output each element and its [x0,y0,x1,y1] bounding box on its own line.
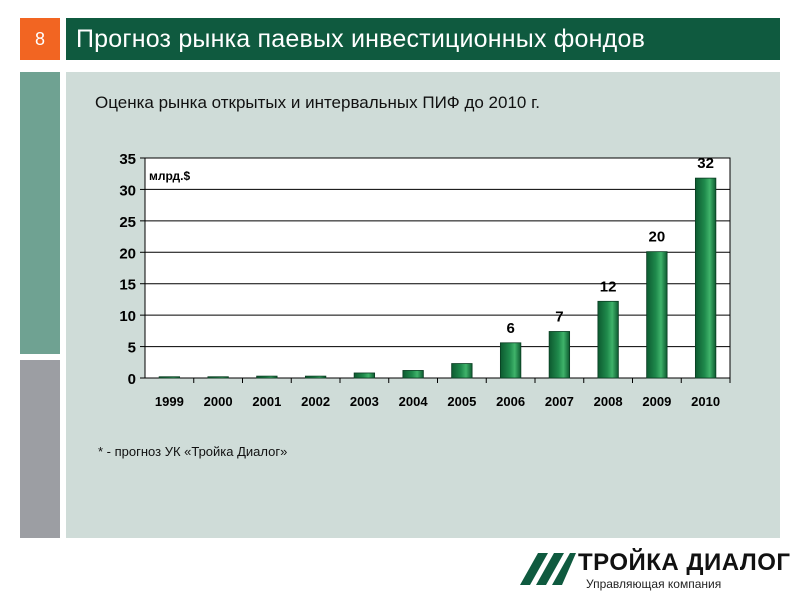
bar [597,300,619,379]
x-tick-label: 2006 [496,394,525,409]
data-label: 6 [506,320,514,337]
y-tick-label: 30 [119,182,136,199]
side-accent-gray [20,360,60,538]
x-tick-label: 2004 [399,394,429,409]
x-tick-label: 2008 [594,394,623,409]
bar [694,177,717,379]
logo-tagline: Управляющая компания [586,577,722,591]
x-tick-label: 2001 [252,394,281,409]
page-number: 8 [34,28,45,49]
x-tick-label: 1999 [155,394,184,409]
y-tick-label: 15 [119,277,136,294]
bar [158,376,181,379]
bar [353,372,376,379]
plot-area [144,157,731,379]
y-tick-label: 10 [119,308,136,325]
y-tick-label: 0 [128,371,136,388]
y-tick-label: 25 [119,214,136,231]
bar [402,370,424,379]
data-label: 7 [555,308,563,325]
x-tick-label: 2005 [447,394,476,409]
data-label: 12 [600,278,617,295]
x-tick-label: 2002 [301,394,330,409]
side-accent-green [20,72,60,354]
x-tick-label: 2007 [545,394,574,409]
page-title: Прогноз рынка паевых инвестиционных фонд… [76,24,646,53]
page-number-badge: 8 [20,18,60,60]
y-axis-label: млрд.$ [149,169,190,183]
chart-subtitle: Оценка рынка открытых и интервальных ПИФ… [95,93,540,112]
y-tick-label: 35 [119,151,136,168]
logo-name: ТРОЙКА ДИАЛОГ [578,549,791,576]
bar [548,331,571,379]
data-label: 32 [697,155,714,172]
bar [451,363,473,379]
bar [207,376,229,379]
bar [646,251,668,379]
title-bar: Прогноз рынка паевых инвестиционных фонд… [66,18,780,60]
data-label: 20 [649,229,666,246]
x-tick-label: 2000 [204,394,233,409]
logo-mark-icon [520,553,576,585]
x-tick-label: 2003 [350,394,379,409]
bar [256,375,278,379]
bar [304,375,327,379]
x-tick-label: 2010 [691,394,720,409]
x-tick-label: 2009 [642,394,671,409]
y-tick-label: 5 [128,340,136,357]
company-logo: ТРОЙКА ДИАЛОГ Управляющая компания [518,543,790,595]
footnote: * - прогноз УК «Тройка Диалог» [98,444,288,459]
bar [499,342,522,379]
y-tick-label: 20 [119,245,136,262]
